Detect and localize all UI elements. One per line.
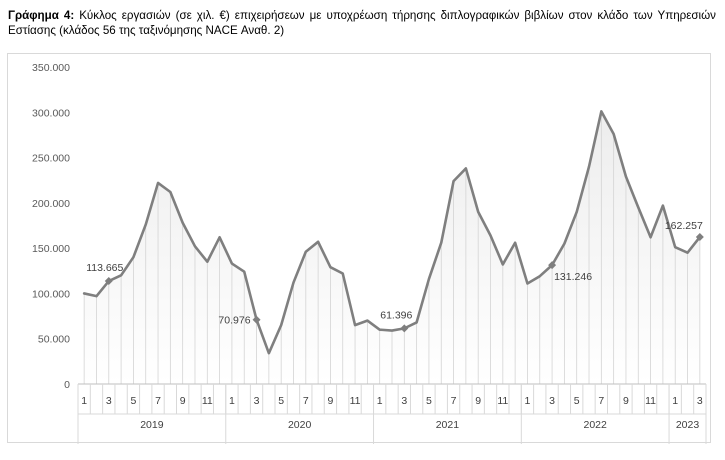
data-label: 113.665 [86,262,123,274]
x-tick-label: 1 [377,395,383,407]
x-tick-label: 9 [180,395,186,407]
x-tick-label: 3 [697,395,703,407]
x-tick-label: 3 [254,395,260,407]
y-tick-label: 250.000 [32,153,70,165]
x-tick-label: 5 [278,395,284,407]
y-tick-label: 0 [64,379,70,391]
x-tick-label: 5 [574,395,580,407]
x-tick-label: 7 [598,395,604,407]
x-tick-label: 11 [645,395,656,407]
series-line [82,110,702,355]
x-tick-label: 1 [672,395,678,407]
data-marker [400,324,409,333]
data-label: 70.976 [218,315,250,327]
year-label: 2022 [583,419,607,431]
x-tick-label: 9 [623,395,629,407]
chart-area: 0 50.000 100.000 150.000 200.000 250.000 300.0… [7,53,711,444]
x-tick-label: 1 [81,395,87,407]
area-fill [84,111,700,384]
x-tick-label: 11 [497,395,508,407]
data-marker [695,233,704,242]
y-tick-label: 300.000 [32,107,70,119]
x-tick-label: 11 [202,395,213,407]
data-label: 162.257 [665,220,703,232]
y-tick-label: 200.000 [32,198,70,210]
year-label: 2020 [288,419,312,431]
x-tick-label: 3 [106,395,112,407]
x-tick-label: 1 [525,395,531,407]
year-label: 2021 [436,419,460,431]
x-tick-label: 7 [451,395,457,407]
x-tick-label: 11 [350,395,361,407]
data-marker [252,315,261,324]
data-marker [548,261,557,270]
year-label: 2023 [676,419,700,431]
data-marker [104,277,113,286]
caption-label: Γράφημα 4: [8,9,75,22]
x-tick-label: 3 [401,395,407,407]
y-tick-label: 50.000 [38,334,70,346]
x-tick-label: 1 [229,395,235,407]
y-tick-label: 350.000 [32,62,70,74]
y-tick-label: 100.000 [32,288,70,300]
chart-caption: Γράφημα 4: Κύκλος εργασιών (σε χιλ. €) ε… [8,8,716,38]
line-chart: 0 50.000 100.000 150.000 200.000 250.000 300.0… [32,62,707,444]
caption-text: Κύκλος εργασιών (σε χιλ. €) επιχειρήσεων… [8,9,716,37]
x-tick-label: 3 [549,395,555,407]
x-tick-label: 5 [426,395,432,407]
y-tick-label: 150.000 [32,243,70,255]
x-tick-label: 7 [303,395,309,407]
x-tick-label: 9 [328,395,334,407]
data-label: 61.396 [380,309,412,321]
x-tick-label: 9 [475,395,481,407]
x-tick-label: 5 [130,395,136,407]
x-tick-label: 7 [155,395,161,407]
data-label: 131.246 [554,271,592,283]
year-label: 2019 [140,419,164,431]
